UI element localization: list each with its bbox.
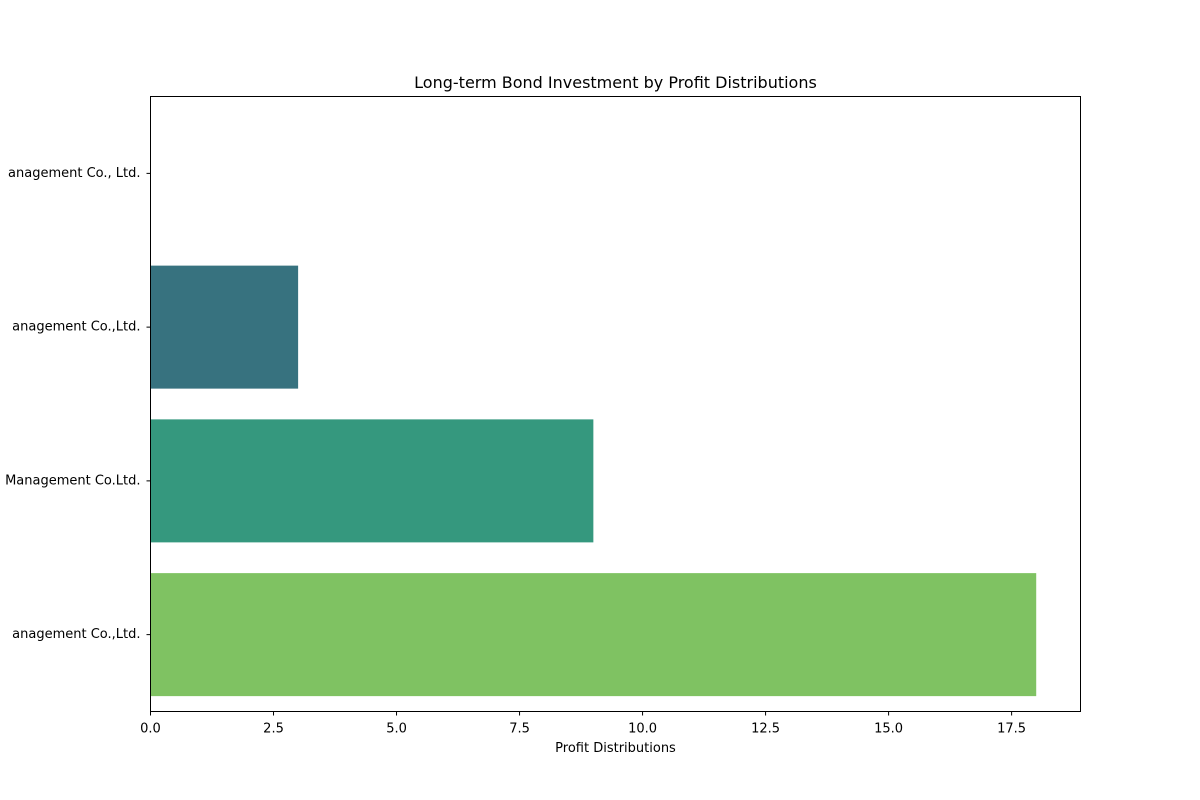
x-tick-label-3: 7.5 <box>509 722 530 737</box>
bar-0 <box>150 573 1037 697</box>
y-axis-ticks: anagement Co.,Ltd. Management Co.Ltd. anag… <box>5 166 151 642</box>
x-axis-ticks: 0.0 2.5 5.0 7.5 10.0 12.5 15.0 17.5 <box>140 711 1026 737</box>
x-tick-label-2: 5.0 <box>386 722 407 737</box>
y-tick-label-3: anagement Co., Ltd. <box>8 166 140 181</box>
y-tick-label-1: Management Co.Ltd. <box>5 473 140 488</box>
y-tick-label-2: anagement Co.,Ltd. <box>12 320 140 335</box>
y-tick-label-0: anagement Co.,Ltd. <box>12 627 140 642</box>
x-tick-label-1: 2.5 <box>263 722 284 737</box>
x-tick-label-0: 0.0 <box>140 722 161 737</box>
x-tick-label-6: 15.0 <box>874 722 903 737</box>
plot-area-frame <box>150 96 1081 712</box>
chart-title: Long-term Bond Investment by Profit Dist… <box>414 73 817 92</box>
x-axis-label: Profit Distributions <box>555 741 676 756</box>
x-tick-label-4: 10.0 <box>628 722 657 737</box>
x-tick-label-5: 12.5 <box>751 722 780 737</box>
bar-2 <box>150 265 299 389</box>
x-tick-label-7: 17.5 <box>997 722 1026 737</box>
bar-1 <box>150 419 594 543</box>
bars-group <box>150 265 1037 697</box>
